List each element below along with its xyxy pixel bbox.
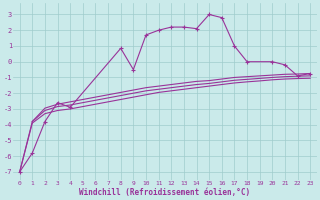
X-axis label: Windchill (Refroidissement éolien,°C): Windchill (Refroidissement éolien,°C) (79, 188, 251, 197)
